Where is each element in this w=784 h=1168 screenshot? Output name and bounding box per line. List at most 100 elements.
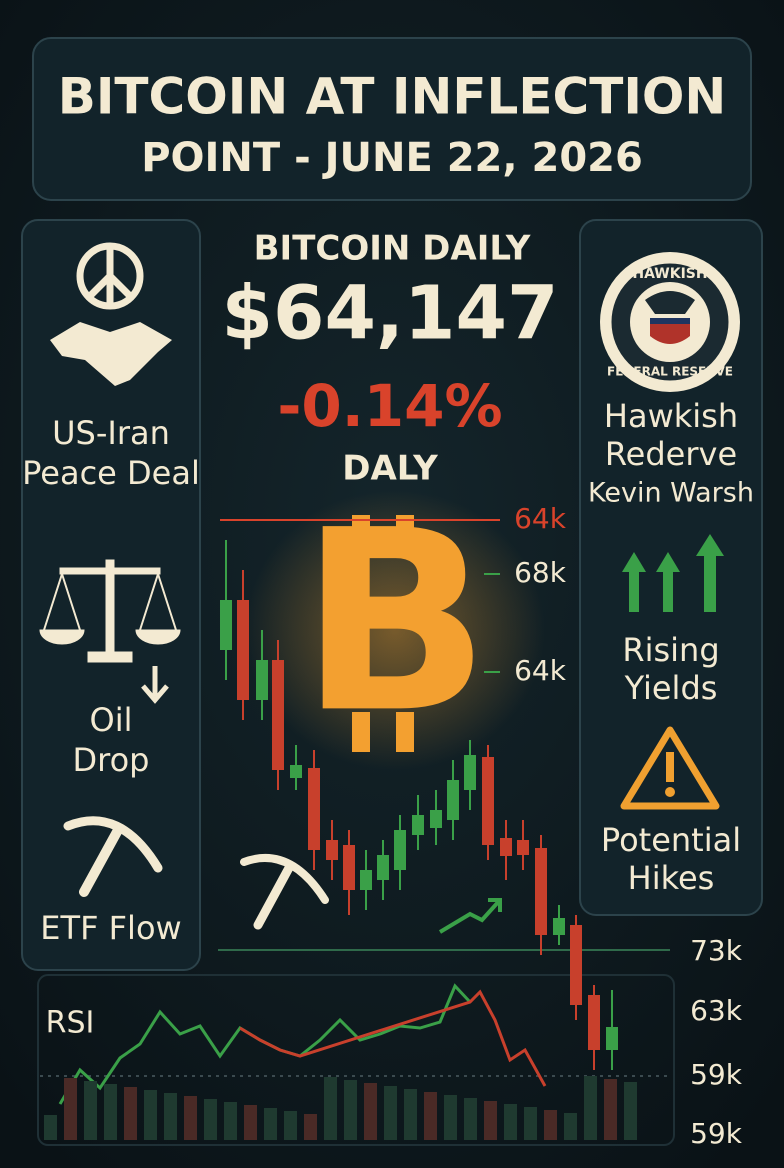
handshake-icon [50,322,172,386]
candle-body [500,838,512,856]
svg-text:B: B [300,476,491,767]
candle-body [553,918,565,935]
candle-body [326,840,338,860]
price-level-label: 59k [690,1058,743,1091]
panel-label: Peace Deal [22,454,200,492]
price-level-label: 64k [514,654,567,687]
rsi-line [239,989,547,1087]
price-level-label: 64k [514,502,567,535]
candle-body [290,765,302,778]
volume-bar [44,1115,57,1140]
candle-body [606,1027,618,1050]
panel-label: Rising [622,631,719,669]
candle-body [570,925,582,1005]
price-level-label: 63k [690,994,743,1027]
candle-body [430,810,442,828]
candle-body [482,757,494,845]
volume-bar [604,1079,617,1140]
title: POINT - JUNE 22, 2026 [141,135,643,181]
glow [245,490,545,770]
candle-body [256,660,268,700]
volume-bar [384,1086,397,1140]
candle-body [535,848,547,935]
volume-bar [544,1110,557,1140]
volume-bar [204,1099,217,1140]
candle-body [308,768,320,850]
panel-label: Oil [90,701,133,739]
volume-bar [224,1102,237,1140]
price-label: BITCOIN DAILY [254,229,531,269]
bitcoin-logo: B [300,476,491,767]
volume-bar [184,1096,197,1140]
price-period: DALY [342,449,438,489]
volume-bar [524,1107,537,1140]
volume-bar [364,1083,377,1140]
trend-arrow [438,898,502,934]
volume-bar [404,1089,417,1140]
candle-body [360,870,372,890]
price-level-label: 68k [514,556,567,589]
candle-body [447,780,459,820]
scales-icon [39,559,181,663]
volume-bar [344,1080,357,1140]
warning-icon [620,726,720,810]
volume-bar [304,1114,317,1140]
fed-badge: HAWKISH FEDERAL RESERVE [600,252,740,392]
rsi-panel [37,974,675,1146]
volume-bar [464,1098,477,1140]
candle-body [464,755,476,790]
panel-label: Potential [601,821,741,859]
price-level-label: 73k [690,934,743,967]
peace-icon [76,242,144,310]
pickaxe-icon [63,816,163,897]
volume-bar [424,1092,437,1140]
volume-bar [324,1077,337,1140]
volume-bar [564,1113,577,1140]
panel-label: Hawkish [604,397,738,435]
price-change: -0.14% [277,372,502,440]
candle-body [343,845,355,890]
rsi-label: RSI [46,1006,95,1041]
volume-bar [164,1093,177,1140]
candle-chart: B [37,476,675,1146]
panel-label: ETF Flow [40,909,181,947]
candle-body [588,995,600,1050]
volume-bar [244,1105,257,1140]
candle-body [394,830,406,870]
volume-bar [104,1084,117,1140]
price-value: $64,147 [221,271,558,357]
panel-label: Kevin Warsh [588,478,754,509]
volume-bar [584,1076,597,1140]
panel-label: Yields [624,669,718,707]
volume-bar [484,1101,497,1140]
volume-bar [144,1090,157,1140]
panel-label: Hikes [628,859,715,897]
volume-bar [444,1095,457,1140]
volume-bar [84,1081,97,1140]
panel-label: Drop [73,741,150,779]
volume-bar [64,1078,77,1140]
volume-bar [264,1108,277,1140]
panel-label: US-Iran [52,414,170,452]
up-arrows [622,534,724,612]
candle-body [220,600,232,650]
volume-bar [284,1111,297,1140]
candle-body [517,840,529,855]
down-arrow [141,666,169,704]
pickaxe-icon [240,854,329,930]
header-box [32,37,752,201]
candle-body [412,815,424,835]
volume-bar [624,1082,637,1140]
candle-body [237,600,249,700]
volume-bar [124,1087,137,1140]
badge-text: FEDERAL RESERVE [607,365,733,379]
panel-label: Rederve [605,435,737,473]
candle-body [377,855,389,880]
candle-body [272,660,284,770]
badge-text: HAWKISH [632,266,707,282]
volume-bar [504,1104,517,1140]
price-level-label: 59k [690,1117,743,1150]
title: BITCOIN AT INFLECTION [58,68,727,126]
